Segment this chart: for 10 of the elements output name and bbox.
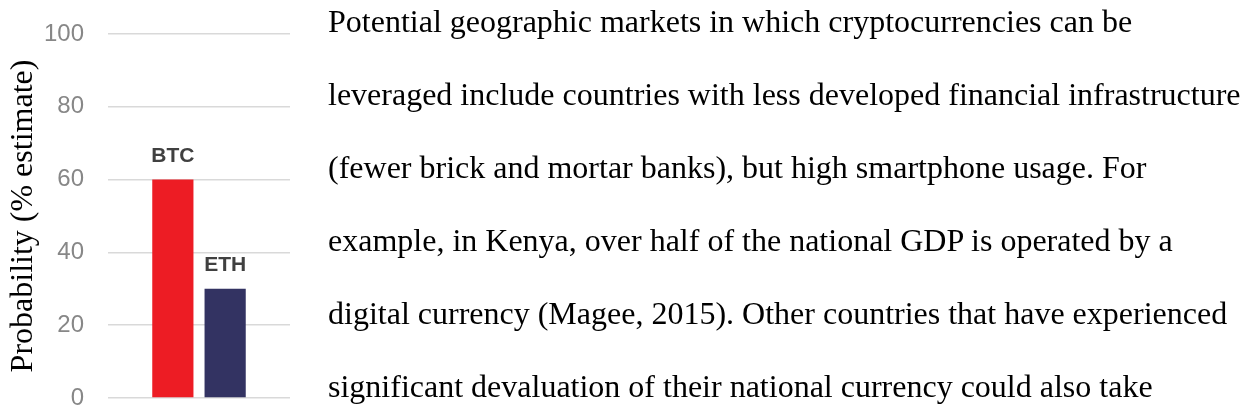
y-axis-title: Probability (% estimate) [3, 59, 40, 373]
text: Potential geographic markets in which cryptocurrencies can be leveraged include countries with less developed financial infrastructure (fewer brick and mortar banks), but high smartphone usage. For example, in Kenya, over half of the national GDP is operated by a digital currency (Magee, 2015). Other countries that have experienced significant devaluation of their national currency could also take [328, 3, 1241, 404]
y-tick-label: 0 [70, 382, 84, 410]
series-label: BTC [151, 142, 195, 166]
y-tick-label: 80 [57, 91, 84, 119]
series-label: ETH [204, 251, 247, 275]
y-tick-label: 100 [43, 18, 84, 46]
y-tick-label: 60 [57, 164, 84, 192]
y-tick-label: 40 [57, 237, 84, 265]
y-tick-label: 20 [57, 309, 84, 337]
